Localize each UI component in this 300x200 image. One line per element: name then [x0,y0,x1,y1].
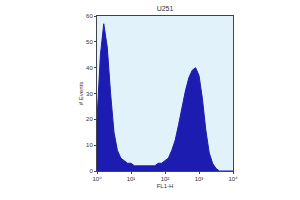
svg-text:U251: U251 [157,5,174,12]
svg-text:# Events: # Events [78,82,84,105]
svg-text:10⁰: 10⁰ [92,176,102,182]
svg-text:0: 0 [89,168,93,174]
svg-text:40: 40 [86,65,93,71]
svg-text:60: 60 [86,13,93,19]
svg-text:10¹: 10¹ [127,176,136,182]
svg-text:20: 20 [86,116,93,122]
svg-text:50: 50 [86,39,93,45]
svg-text:30: 30 [86,91,93,97]
svg-text:10: 10 [86,142,93,148]
svg-text:FL1-H: FL1-H [157,183,174,189]
svg-text:10³: 10³ [195,176,204,182]
svg-text:10²: 10² [161,176,170,182]
svg-text:10⁴: 10⁴ [228,176,238,182]
